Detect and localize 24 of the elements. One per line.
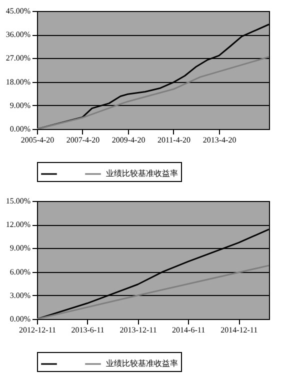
x-tick-label: 2014-12-11	[220, 326, 258, 334]
x-tick-label: 2013-12-11	[120, 326, 157, 334]
y-tick-label: 15.00%	[6, 196, 31, 206]
y-tick-label: 0.00%	[10, 124, 31, 134]
x-tick-label: 2011-4-20	[157, 136, 191, 144]
y-tick-label: 3.00%	[10, 290, 31, 300]
y-tick-label: 9.00%	[10, 100, 31, 110]
x-tick-label: 2009-4-20	[112, 136, 146, 144]
legend-label: 业绩比较基准收益率	[106, 169, 178, 178]
y-tick-label: 27.00%	[6, 54, 31, 63]
y-tick-label: 9.00%	[10, 244, 31, 253]
y-tick-label: 6.00%	[10, 267, 31, 276]
y-tick-label: 0.00%	[10, 314, 31, 324]
x-tick-label: 2013-6-11	[71, 326, 104, 334]
y-tick-label: 36.00%	[6, 30, 31, 40]
x-tick-label: 2005-4-20	[20, 136, 54, 144]
y-tick-label: 45.00%	[6, 6, 31, 16]
x-tick-label: 2014-6-11	[172, 326, 206, 334]
x-tick-label: 2013-4-20	[202, 136, 236, 144]
y-tick-label: 12.00%	[6, 220, 31, 230]
x-tick-label: 2007-4-20	[66, 136, 100, 144]
y-tick-label: 18.00%	[6, 77, 31, 86]
x-tick-label: 2012-12-11	[18, 326, 56, 334]
legend-label: 业绩比较基准收益率	[106, 359, 178, 368]
